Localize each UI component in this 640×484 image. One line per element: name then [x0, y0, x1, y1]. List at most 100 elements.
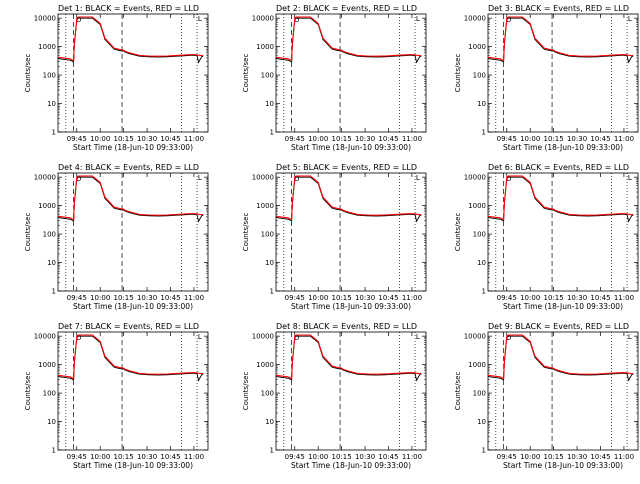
detector-panel: Det 6: BLACK = Events, RED = LLD 1 10 100 10… — [454, 163, 639, 311]
y-tick-label: 1 — [482, 288, 486, 296]
series-line-lld — [276, 175, 422, 221]
x-tick-label: 10:00 — [520, 453, 540, 461]
marker-l-label: L — [628, 15, 632, 23]
plot-frame — [57, 172, 209, 292]
y-tick-label: 1 — [270, 129, 274, 137]
y-tick-label: 10000 — [34, 15, 56, 23]
x-axis-label: Start Time (18-Jun-10 09:33:00) — [291, 461, 411, 470]
plot-frame — [57, 331, 209, 451]
y-tick-label: 10000 — [464, 15, 486, 23]
series-line-events — [488, 17, 634, 64]
panel-title: Det 5: BLACK = Events, RED = LLD — [276, 163, 417, 172]
series-line-lld — [58, 16, 204, 62]
y-tick-label: 100 — [261, 72, 274, 80]
x-tick-label: 10:00 — [90, 453, 110, 461]
x-tick-label: 09:45 — [67, 453, 87, 461]
x-tick-label: 10:45 — [160, 294, 180, 302]
y-tick-label: 100 — [473, 390, 486, 398]
x-tick-label: 10:30 — [355, 294, 375, 302]
x-tick-label: 10:15 — [114, 453, 134, 461]
x-tick-label: 10:15 — [332, 453, 352, 461]
x-tick-label: 10:30 — [567, 294, 587, 302]
y-tick-label: 1000 — [256, 361, 274, 369]
y-tick-label: 10 — [265, 418, 274, 426]
x-tick-label: 10:00 — [308, 453, 328, 461]
y-tick-label: 10000 — [34, 174, 56, 182]
x-tick-label: 10:00 — [520, 135, 540, 143]
marker-l-label: L — [198, 174, 202, 182]
y-tick-label: 10000 — [464, 333, 486, 341]
y-tick-label: 1000 — [38, 202, 56, 210]
x-tick-label: 10:45 — [378, 135, 398, 143]
x-axis-label: Start Time (18-Jun-10 09:33:00) — [291, 302, 411, 311]
x-tick-label: 11:00 — [614, 294, 634, 302]
marker-d-label: D — [506, 16, 511, 24]
y-axis-label: Counts/sec — [242, 213, 250, 252]
series-line-lld — [276, 16, 422, 62]
y-tick-label: 10 — [265, 259, 274, 267]
x-tick-label: 10:30 — [567, 453, 587, 461]
x-tick-label: 09:45 — [497, 453, 517, 461]
x-tick-label: 11:00 — [614, 135, 634, 143]
y-tick-label: 10 — [477, 418, 486, 426]
y-tick-label: 10000 — [464, 174, 486, 182]
x-tick-label: 11:00 — [402, 294, 422, 302]
marker-d-label: D — [76, 16, 81, 24]
x-tick-label: 10:15 — [332, 135, 352, 143]
marker-d-label: D — [506, 175, 511, 183]
x-tick-label: 11:00 — [402, 453, 422, 461]
panel-title: Det 3: BLACK = Events, RED = LLD — [488, 4, 629, 13]
detector-panel: Det 5: BLACK = Events, RED = LLD 1 10 100 10… — [242, 163, 427, 311]
x-tick-label: 09:45 — [67, 294, 87, 302]
panel-title: Det 6: BLACK = Events, RED = LLD — [488, 163, 629, 172]
x-tick-label: 10:45 — [590, 135, 610, 143]
y-tick-label: 1000 — [468, 361, 486, 369]
detector-panel: Det 9: BLACK = Events, RED = LLD 1 10 100 10… — [454, 322, 639, 470]
y-tick-label: 10000 — [34, 333, 56, 341]
y-tick-label: 100 — [473, 72, 486, 80]
y-tick-label: 10 — [477, 100, 486, 108]
x-axis-label: Start Time (18-Jun-10 09:33:00) — [73, 461, 193, 470]
plot-frame — [487, 172, 639, 292]
y-axis-label: Counts/sec — [24, 54, 32, 93]
x-tick-label: 10:45 — [160, 135, 180, 143]
x-tick-label: 11:00 — [184, 294, 204, 302]
series-line-lld — [58, 334, 204, 380]
plot-frame — [487, 331, 639, 451]
x-tick-label: 10:15 — [544, 294, 564, 302]
y-axis-label: Counts/sec — [24, 213, 32, 252]
detector-panel: Det 8: BLACK = Events, RED = LLD 1 10 100 10… — [242, 322, 427, 470]
plot-frame — [487, 13, 639, 133]
marker-d-label: D — [76, 175, 81, 183]
y-axis-label: Counts/sec — [242, 54, 250, 93]
marker-d-label: D — [76, 334, 81, 342]
x-tick-label: 10:30 — [137, 135, 157, 143]
x-tick-label: 11:00 — [402, 135, 422, 143]
panel-title: Det 1: BLACK = Events, RED = LLD — [58, 4, 199, 13]
panel-title: Det 2: BLACK = Events, RED = LLD — [276, 4, 417, 13]
x-tick-label: 11:00 — [614, 453, 634, 461]
x-axis-label: Start Time (18-Jun-10 09:33:00) — [503, 143, 623, 152]
x-axis-label: Start Time (18-Jun-10 09:33:00) — [73, 143, 193, 152]
y-tick-label: 1 — [52, 288, 56, 296]
series-line-lld — [276, 334, 422, 380]
y-tick-label: 100 — [43, 390, 56, 398]
marker-l-label: L — [198, 15, 202, 23]
x-tick-label: 10:15 — [114, 135, 134, 143]
plot-frame — [275, 331, 427, 451]
x-tick-label: 11:00 — [184, 135, 204, 143]
detector-panel: Det 3: BLACK = Events, RED = LLD 1 10 100 10… — [454, 4, 639, 152]
y-tick-label: 1000 — [468, 202, 486, 210]
y-tick-label: 1000 — [256, 202, 274, 210]
x-tick-label: 10:00 — [90, 294, 110, 302]
series-line-events — [58, 335, 204, 382]
y-tick-label: 1 — [270, 288, 274, 296]
y-tick-label: 10000 — [252, 333, 274, 341]
y-tick-label: 10 — [477, 259, 486, 267]
y-tick-label: 1 — [482, 447, 486, 455]
x-tick-label: 10:15 — [114, 294, 134, 302]
detector-panel: Det 1: BLACK = Events, RED = LLD 1 10 100 10… — [24, 4, 209, 152]
x-tick-label: 09:45 — [67, 135, 87, 143]
x-tick-label: 10:15 — [544, 453, 564, 461]
